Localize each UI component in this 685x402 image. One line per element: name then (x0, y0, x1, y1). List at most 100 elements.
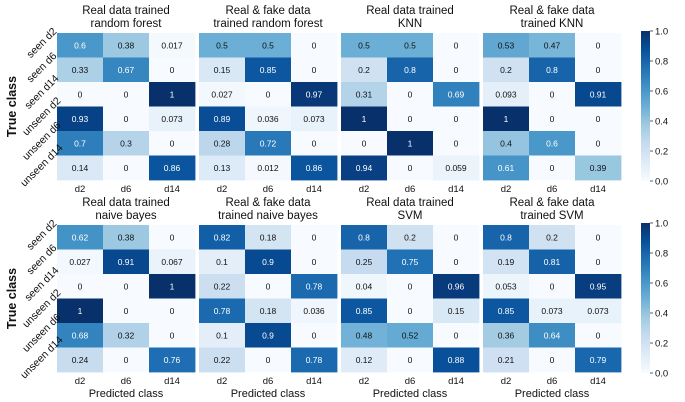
cell-value-label: 0 (124, 89, 129, 99)
heatmap-cell (199, 82, 246, 107)
x-tick-label: d2 (359, 376, 370, 387)
heatmap-cell (341, 347, 388, 373)
x-tick-label: d6 (121, 376, 132, 387)
heatmap-cell (433, 82, 480, 107)
heatmap-cell (149, 131, 196, 156)
x-tick-label: d6 (263, 184, 274, 195)
cell-value-label: 0 (78, 89, 83, 99)
heatmap-cell (199, 106, 246, 132)
cell-value-label: 0.62 (72, 232, 89, 242)
heatmap-cell (433, 33, 480, 58)
heatmap-cell (387, 347, 434, 373)
heatmap-cell (199, 225, 246, 250)
panel-title-line: Real & fake data (509, 197, 595, 209)
heatmap-cell (341, 323, 388, 348)
panel-title-line: random forest (91, 18, 163, 30)
heatmap-cell (291, 347, 338, 373)
colorbar-tick-label: 0.6 (655, 87, 668, 98)
x-tick-label: d14 (164, 376, 180, 387)
heatmap-cell (103, 82, 150, 107)
x-tick-label: d2 (75, 376, 86, 387)
x-tick-label: d6 (405, 184, 416, 195)
heatmap-cell (529, 347, 576, 373)
heatmap-cell (575, 225, 622, 250)
heatmap-cell (483, 347, 530, 373)
heatmap-cell (291, 323, 338, 348)
x-tick-label: d6 (547, 376, 558, 387)
cell-value-label: 0.13 (214, 163, 231, 173)
cell-value-label: 0 (312, 65, 317, 75)
cell-value-label: 0.64 (544, 330, 561, 340)
cell-value-label: 0 (170, 138, 175, 148)
cell-value-label: 0.5 (404, 40, 416, 50)
heatmap-cell (103, 33, 150, 58)
colorbar-1: 1.0 0.8 0.6 0.4 0.2 0.0 (641, 27, 668, 188)
cell-value-label: 0 (266, 355, 271, 365)
cell-value-label: 0 (550, 163, 555, 173)
heatmap-cell (245, 249, 292, 275)
heatmap-cell (341, 225, 388, 250)
cell-value-label: 0.027 (211, 89, 233, 99)
cell-value-label: 0.9 (262, 330, 274, 340)
heatmap-cell (149, 298, 196, 324)
heatmap-cell (483, 106, 530, 132)
cell-value-label: 0.059 (445, 163, 467, 173)
panel-title-line: Real data trained (82, 5, 170, 17)
heatmap-cell (57, 323, 104, 348)
cell-value-label: 0.75 (402, 257, 419, 267)
cell-value-label: 0 (596, 114, 601, 124)
heatmap-cell (529, 298, 576, 324)
heatmap-cell (103, 57, 150, 83)
cell-value-label: 0.036 (303, 306, 325, 316)
heatmap-cell (341, 131, 388, 156)
cell-value-label: 0 (596, 330, 601, 340)
heatmap-cell (575, 298, 622, 324)
heatmap-cell (387, 57, 434, 83)
colorbar-tick-label: 0.0 (655, 369, 668, 380)
heatmap-cell (433, 347, 480, 373)
heatmap-cell (291, 225, 338, 250)
heatmap-cell (433, 155, 480, 181)
cell-value-label: 0 (78, 281, 83, 291)
heatmap-cell (433, 106, 480, 132)
panel-title-line: Real & fake data (509, 5, 595, 17)
heatmap-cell (57, 347, 104, 373)
colorbar-gradient (641, 31, 650, 181)
heatmap-cell (199, 57, 246, 83)
cell-value-label: 0.48 (356, 330, 373, 340)
heatmap-cell (529, 131, 576, 156)
cell-value-label: 0 (550, 281, 555, 291)
cell-value-label: 0 (596, 232, 601, 242)
cell-value-label: 0 (124, 163, 129, 173)
cell-value-label: 0.82 (214, 232, 231, 242)
cell-value-label: 0.073 (303, 114, 325, 124)
cell-value-label: 0 (124, 355, 129, 365)
colorbar-tick-label: 0.4 (655, 117, 668, 128)
cell-value-label: 0.38 (118, 40, 135, 50)
heatmap-cell (433, 323, 480, 348)
x-tick-label: d2 (501, 376, 512, 387)
cell-value-label: 1 (78, 306, 83, 316)
cell-value-label: 0.25 (356, 257, 373, 267)
cell-value-label: 0 (312, 232, 317, 242)
cell-value-label: 0 (408, 306, 413, 316)
panel-title-line: naive bayes (95, 210, 157, 222)
heatmap-cell (199, 274, 246, 299)
cell-value-label: 0.073 (161, 114, 183, 124)
heatmap-cell (199, 33, 246, 58)
x-tick-label: d2 (75, 184, 86, 195)
x-tick-label: d14 (164, 184, 180, 195)
cell-value-label: 0.5 (216, 40, 228, 50)
heatmap-cell (483, 249, 530, 275)
x-axis-title: Predicted class (231, 388, 306, 400)
colorbar-2: 1.0 0.8 0.6 0.4 0.2 0.0 (641, 219, 668, 380)
heatmap-cell (483, 57, 530, 83)
heatmap-cell (199, 298, 246, 324)
cell-value-label: 0.86 (164, 163, 181, 173)
cell-value-label: 0.79 (590, 355, 607, 365)
x-axis-title: Predicted class (515, 388, 590, 400)
